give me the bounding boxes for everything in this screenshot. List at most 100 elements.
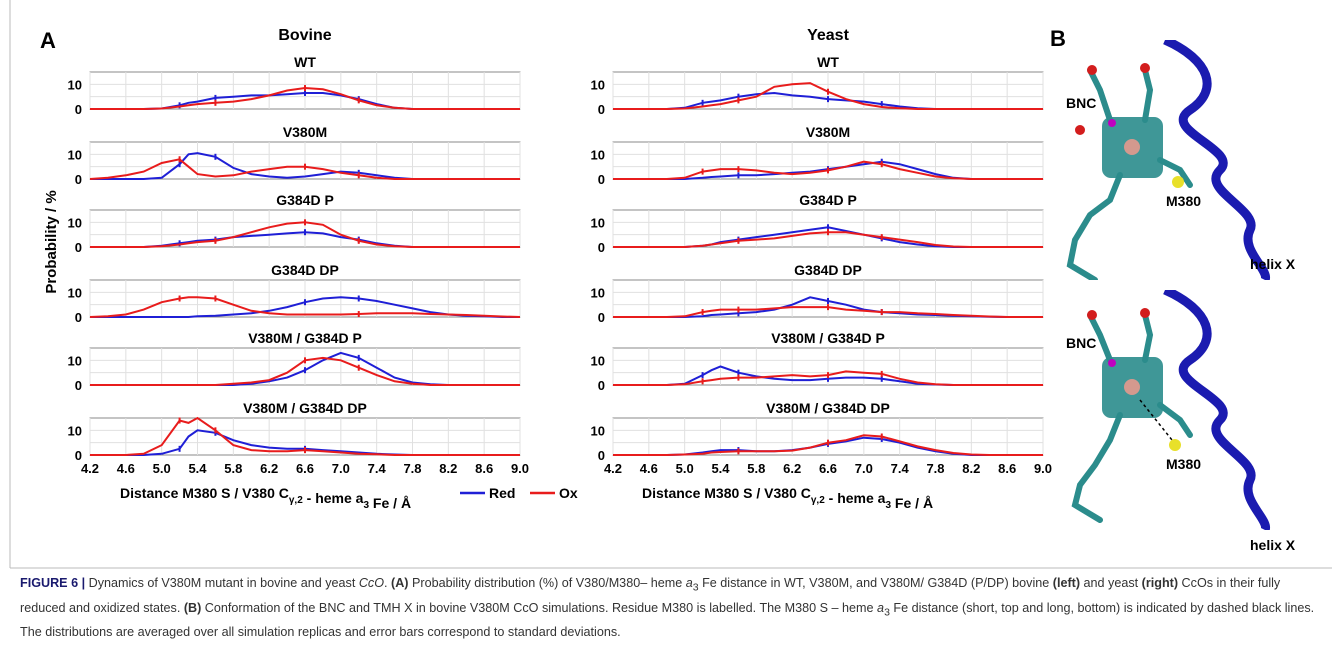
y-tick-label: 0 <box>75 448 82 463</box>
series-line-ox <box>613 231 1043 248</box>
x-tick-label: 7.8 <box>403 461 421 476</box>
x-tick-label: 7.0 <box>332 461 350 476</box>
label-helix-top: helix X <box>1250 256 1296 272</box>
x-tick-label: 8.6 <box>998 461 1016 476</box>
x-axis-label-bovine: Distance M380 S / V380 Cγ,2 - heme a3 Fe… <box>120 485 411 511</box>
x-tick-label: 6.6 <box>819 461 837 476</box>
y-tick-label: 0 <box>75 102 82 117</box>
x-tick-label: 6.6 <box>296 461 314 476</box>
figure-caption: FIGURE 6 | Dynamics of V380M mutant in b… <box>20 576 1315 640</box>
x-tick-label: 5.0 <box>676 461 694 476</box>
x-tick-label: 7.4 <box>368 461 387 476</box>
label-m380-top: M380 <box>1166 193 1202 209</box>
line-charts: Bovine WT 0 10 V380M 0 10 G384D P 0 10 G384D DP 0 10… <box>43 27 1052 511</box>
y-tick-label: 10 <box>68 147 82 162</box>
x-tick-label: 4.2 <box>604 461 622 476</box>
series-line-ox <box>90 86 520 110</box>
panel-title: G384D DP <box>271 262 339 278</box>
y-tick-label: 10 <box>68 77 82 92</box>
x-tick-label: 8.6 <box>475 461 493 476</box>
panel-title: V380M / G384D DP <box>766 400 890 416</box>
y-tick-label: 10 <box>591 423 605 438</box>
series-line-ox <box>613 434 1043 456</box>
caption-lead: FIGURE 6 | <box>20 576 86 590</box>
x-tick-label: 4.2 <box>81 461 99 476</box>
iron-atom <box>1124 139 1140 155</box>
series-line-ox <box>89 158 520 180</box>
panel-title: WT <box>294 54 316 70</box>
y-tick-label: 0 <box>75 310 82 325</box>
panel-b-label: B <box>1050 26 1066 51</box>
y-tick-label: 0 <box>598 310 605 325</box>
panel-title: G384D P <box>799 192 857 208</box>
series-line-ox <box>90 221 520 248</box>
x-tick-label: 7.4 <box>891 461 910 476</box>
x-tick-label: 9.0 <box>1034 461 1052 476</box>
panel-title: V380M <box>283 124 327 140</box>
column-title-yeast: Yeast <box>807 27 849 44</box>
x-tick-label: 5.4 <box>711 461 730 476</box>
x-tick-label: 5.8 <box>747 461 765 476</box>
panel-title: WT <box>817 54 839 70</box>
y-tick-label: 10 <box>591 215 605 230</box>
series-line-ox <box>613 160 1043 180</box>
panel-title: G384D DP <box>794 262 862 278</box>
y-axis-label: Probability / % <box>43 190 60 293</box>
series-line-ox <box>90 356 520 386</box>
x-tick-label: 5.4 <box>188 461 207 476</box>
sulfur-atom <box>1169 439 1181 451</box>
x-axis-label-yeast: Distance M380 S / V380 Cγ,2 - heme a3 Fe… <box>642 485 933 511</box>
column-title-bovine: Bovine <box>278 27 331 44</box>
panel-title: V380M / G384D P <box>771 330 885 346</box>
x-tick-label: 8.2 <box>962 461 980 476</box>
y-tick-label: 0 <box>598 240 605 255</box>
y-tick-label: 10 <box>68 353 82 368</box>
panel-title: V380M <box>806 124 850 140</box>
x-tick-label: 6.2 <box>783 461 801 476</box>
y-tick-label: 10 <box>591 77 605 92</box>
y-tick-label: 10 <box>591 353 605 368</box>
iron-atom <box>1124 379 1140 395</box>
x-tick-label: 7.8 <box>926 461 944 476</box>
x-tick-label: 5.8 <box>224 461 242 476</box>
structure-top <box>1066 40 1270 280</box>
series-line-ox <box>613 370 1043 386</box>
x-tick-label: 9.0 <box>511 461 529 476</box>
series-line-ox <box>89 296 521 318</box>
panel-a-label: A <box>40 28 56 53</box>
x-tick-label: 6.2 <box>260 461 278 476</box>
label-helix-bottom: helix X <box>1250 537 1296 553</box>
y-tick-label: 0 <box>75 172 82 187</box>
x-tick-label: 8.2 <box>439 461 457 476</box>
y-tick-label: 10 <box>68 423 82 438</box>
structure-bottom <box>1071 290 1270 530</box>
helix-x-ribbon <box>1163 40 1270 280</box>
y-tick-label: 0 <box>598 102 605 117</box>
series-line-ox <box>613 82 1043 110</box>
y-tick-label: 0 <box>598 448 605 463</box>
y-tick-label: 0 <box>598 172 605 187</box>
legend-label-ox: Ox <box>559 485 578 501</box>
y-tick-label: 0 <box>75 378 82 393</box>
label-bnc-bottom: BNC <box>1066 335 1097 351</box>
distance-dashed-line <box>1139 399 1173 441</box>
x-tick-label: 4.6 <box>117 461 135 476</box>
panel-title: G384D P <box>276 192 334 208</box>
series-line-ox <box>90 416 520 456</box>
panel-title: V380M / G384D DP <box>243 400 367 416</box>
y-tick-label: 10 <box>591 285 605 300</box>
x-tick-label: 4.6 <box>640 461 658 476</box>
legend-label-red: Red <box>489 485 515 501</box>
x-tick-label: 5.0 <box>153 461 171 476</box>
y-tick-label: 10 <box>68 215 82 230</box>
sulfur-atom <box>1172 176 1184 188</box>
panel-title: V380M / G384D P <box>248 330 362 346</box>
y-tick-label: 0 <box>75 240 82 255</box>
y-tick-label: 10 <box>591 147 605 162</box>
y-tick-label: 0 <box>598 378 605 393</box>
label-m380-bottom: M380 <box>1166 456 1202 472</box>
label-bnc-top: BNC <box>1066 95 1097 111</box>
x-tick-label: 7.0 <box>855 461 873 476</box>
y-tick-label: 10 <box>68 285 82 300</box>
